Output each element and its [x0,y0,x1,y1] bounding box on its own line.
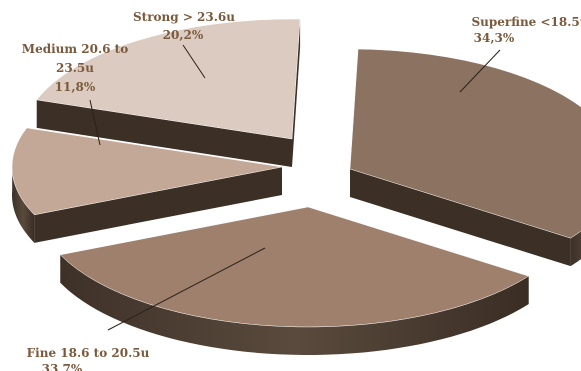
pie-slice-strong [36,18,301,140]
pie-slice-medium [11,127,283,216]
slice-radial-side-strong-1 [292,19,301,167]
slice-radial-side-strong-0 [36,99,293,167]
slice-wall-fine [60,254,529,355]
slice-label-medium-line2: 23.5u [56,61,94,75]
pie-slice-fine [59,206,530,328]
pie-slice-superfine [349,48,581,239]
leader-line-superfine [459,49,501,93]
slice-value-fine: 33,7% [42,362,83,371]
leader-line-medium [89,99,101,146]
slice-radial-side-medium-0 [34,167,282,243]
leader-line-fine [107,247,266,331]
slice-value-medium: 11,8% [55,80,96,94]
slice-label-medium-line1: Medium 20.6 to [22,42,128,56]
slice-radial-side-superfine-1 [350,169,571,267]
slice-wall-superfine [570,231,581,267]
slice-label-strong: Strong > 23.6u [133,10,235,24]
slice-value-superfine: 34,3% [474,31,515,45]
slice-value-strong: 20,2% [163,28,204,42]
slice-wall-medium [12,162,35,243]
slice-label-superfine: Superfine <18.5u [471,15,581,29]
slice-label-fine: Fine 18.6 to 20.5u [27,346,150,360]
leader-line-strong [182,44,206,79]
